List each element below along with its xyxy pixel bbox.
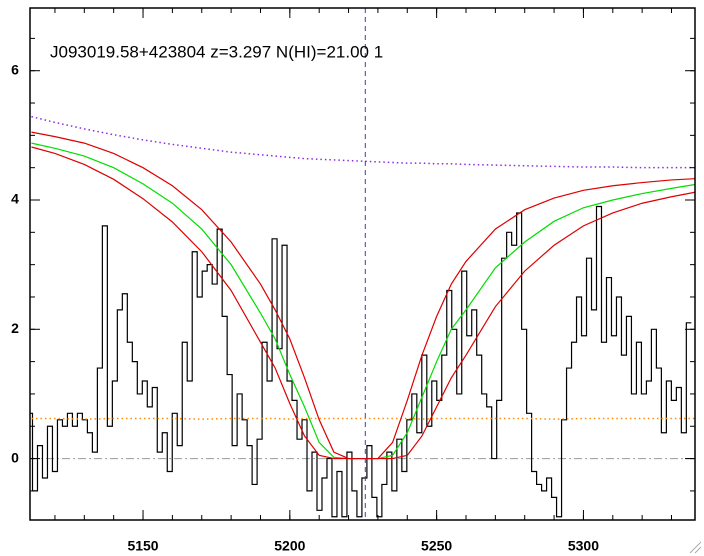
chart-title: J093019.58+423804 z=3.297 N(HI)=21.00 1 xyxy=(50,42,383,61)
x-tick-label: 5300 xyxy=(568,538,599,554)
plot-area xyxy=(30,8,695,520)
model-line xyxy=(31,146,695,460)
y-tick-label: 2 xyxy=(11,320,19,336)
y-tick-label: 4 xyxy=(11,191,19,207)
resize-grip xyxy=(689,541,702,554)
x-tick-label: 5150 xyxy=(127,538,158,554)
frame xyxy=(29,7,696,521)
y-tick-label: 0 xyxy=(11,449,19,465)
x-tick-label: 5200 xyxy=(274,538,305,554)
spectrum xyxy=(30,205,692,518)
x-tick-label: 5250 xyxy=(421,538,452,554)
model-line xyxy=(31,417,695,420)
y-tick-label: 6 xyxy=(11,61,19,77)
